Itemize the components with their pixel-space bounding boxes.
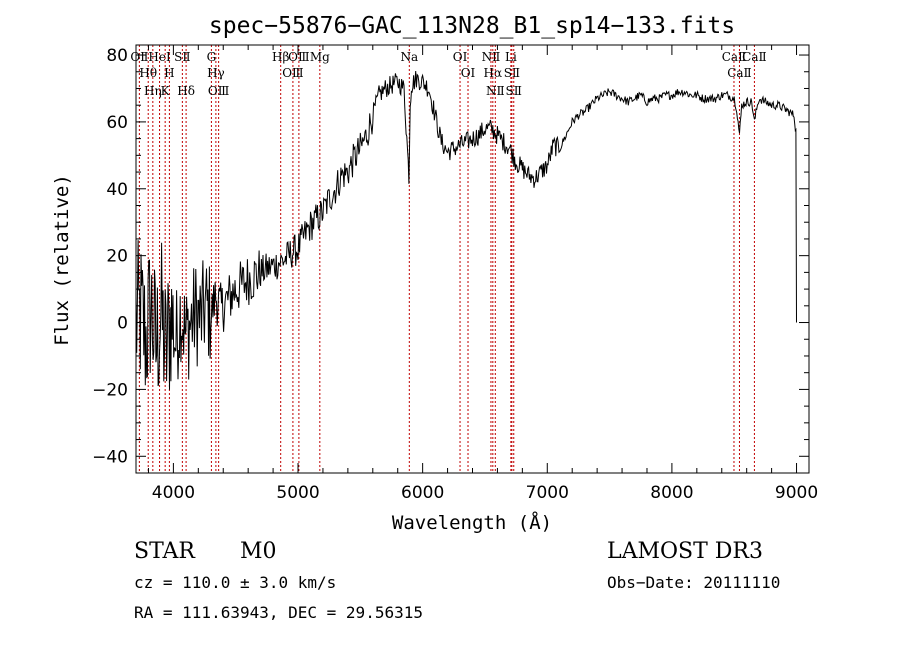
line-marker-label: CaⅡ	[722, 50, 747, 64]
line-marker-label: CaⅡ	[727, 66, 752, 80]
x-tick-label: 9000	[775, 483, 818, 503]
line-marker-label: NⅡ	[486, 84, 505, 98]
y-tick-label: 20	[106, 247, 128, 267]
subclass: M0	[240, 539, 277, 564]
line-marker-label: SⅡ	[504, 66, 520, 80]
y-tick-label: −40	[92, 447, 128, 467]
x-tick-label: 6000	[401, 483, 444, 503]
line-marker-label: OΙ	[461, 66, 476, 80]
line-marker-label: G	[207, 50, 217, 64]
redshift-readout: cz = 110.0 ± 3.0 km/s	[134, 573, 337, 592]
line-marker-label: Hθ	[139, 66, 157, 80]
line-marker-label: K	[161, 84, 171, 98]
line-marker-label: Na	[400, 50, 418, 64]
y-axis-title: Flux (relative)	[51, 174, 73, 346]
y-tick-label: 40	[106, 180, 128, 200]
line-marker-label: OⅢ	[288, 50, 309, 64]
line-marker-label: HeΙ	[148, 50, 171, 64]
y-tick-label: 60	[106, 113, 128, 133]
line-marker-label: OⅢ	[208, 84, 229, 98]
line-marker-label: Hγ	[207, 66, 225, 80]
tick-labels: 4000 5000 6000 7000 8000 9000 −40 −20 0 20 40 60 80	[92, 46, 818, 503]
line-marker-label: Li	[505, 50, 517, 64]
line-marker-label: Hβ	[272, 50, 289, 64]
line-marker-label: OⅢ	[282, 66, 303, 80]
spectrum-line	[135, 70, 797, 390]
x-tick-label: 5000	[276, 483, 319, 503]
axis-ticks	[136, 45, 809, 473]
line-marker-label: OⅡ	[130, 50, 148, 64]
line-marker-label: CaⅡ	[742, 50, 767, 64]
x-axis-title: Wavelength (Å)	[392, 511, 552, 534]
line-marker-label: SⅡ	[174, 50, 190, 64]
object-class: STAR	[134, 539, 195, 564]
line-marker-label: NⅡ	[482, 50, 501, 64]
survey-name: LAMOST DR3	[607, 539, 763, 564]
line-marker-label: OΙ	[453, 50, 468, 64]
x-tick-label: 7000	[526, 483, 569, 503]
spectrum-series	[135, 70, 797, 390]
line-marker-label: SⅡ	[506, 84, 522, 98]
y-tick-label: 80	[106, 46, 128, 66]
y-tick-label: −20	[92, 380, 128, 400]
y-tick-label: 0	[117, 314, 128, 334]
coordinates: RA = 111.63943, DEC = 29.56315	[134, 603, 423, 622]
line-marker-label: Hα	[484, 66, 503, 80]
x-tick-label: 4000	[152, 483, 195, 503]
obs-date: Obs−Date: 20111110	[607, 573, 781, 592]
line-marker-label: Hη	[144, 84, 162, 98]
line-marker-label: Mg	[310, 50, 330, 64]
plot-frame	[135, 44, 810, 474]
line-marker-label: H	[164, 66, 174, 80]
chart-title: spec−55876−GAC_113N28_B1_sp14−133.fits	[209, 13, 735, 39]
line-marker-label: Hδ	[177, 84, 195, 98]
x-tick-label: 8000	[650, 483, 693, 503]
